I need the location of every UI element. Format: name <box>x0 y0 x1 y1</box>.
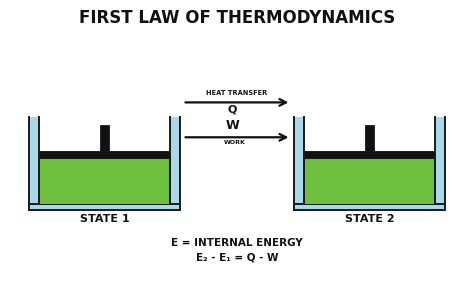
Text: HEAT TRANSFER: HEAT TRANSFER <box>206 90 268 96</box>
Bar <box>39 159 170 204</box>
Text: STATE 1: STATE 1 <box>80 214 129 224</box>
Text: W: W <box>226 119 239 132</box>
Bar <box>304 159 435 204</box>
Text: E = INTERNAL ENERGY: E = INTERNAL ENERGY <box>171 238 303 248</box>
Bar <box>365 125 374 151</box>
Bar <box>304 151 435 159</box>
Text: FIRST LAW OF THERMODYNAMICS: FIRST LAW OF THERMODYNAMICS <box>79 9 395 27</box>
Text: E₂ - E₁ = Q - W: E₂ - E₁ = Q - W <box>196 252 278 262</box>
Bar <box>100 125 109 151</box>
Polygon shape <box>29 117 180 210</box>
Text: Q: Q <box>228 105 237 115</box>
Text: WORK: WORK <box>224 140 246 145</box>
Text: STATE 2: STATE 2 <box>345 214 394 224</box>
Polygon shape <box>294 117 445 210</box>
Bar <box>39 151 170 159</box>
